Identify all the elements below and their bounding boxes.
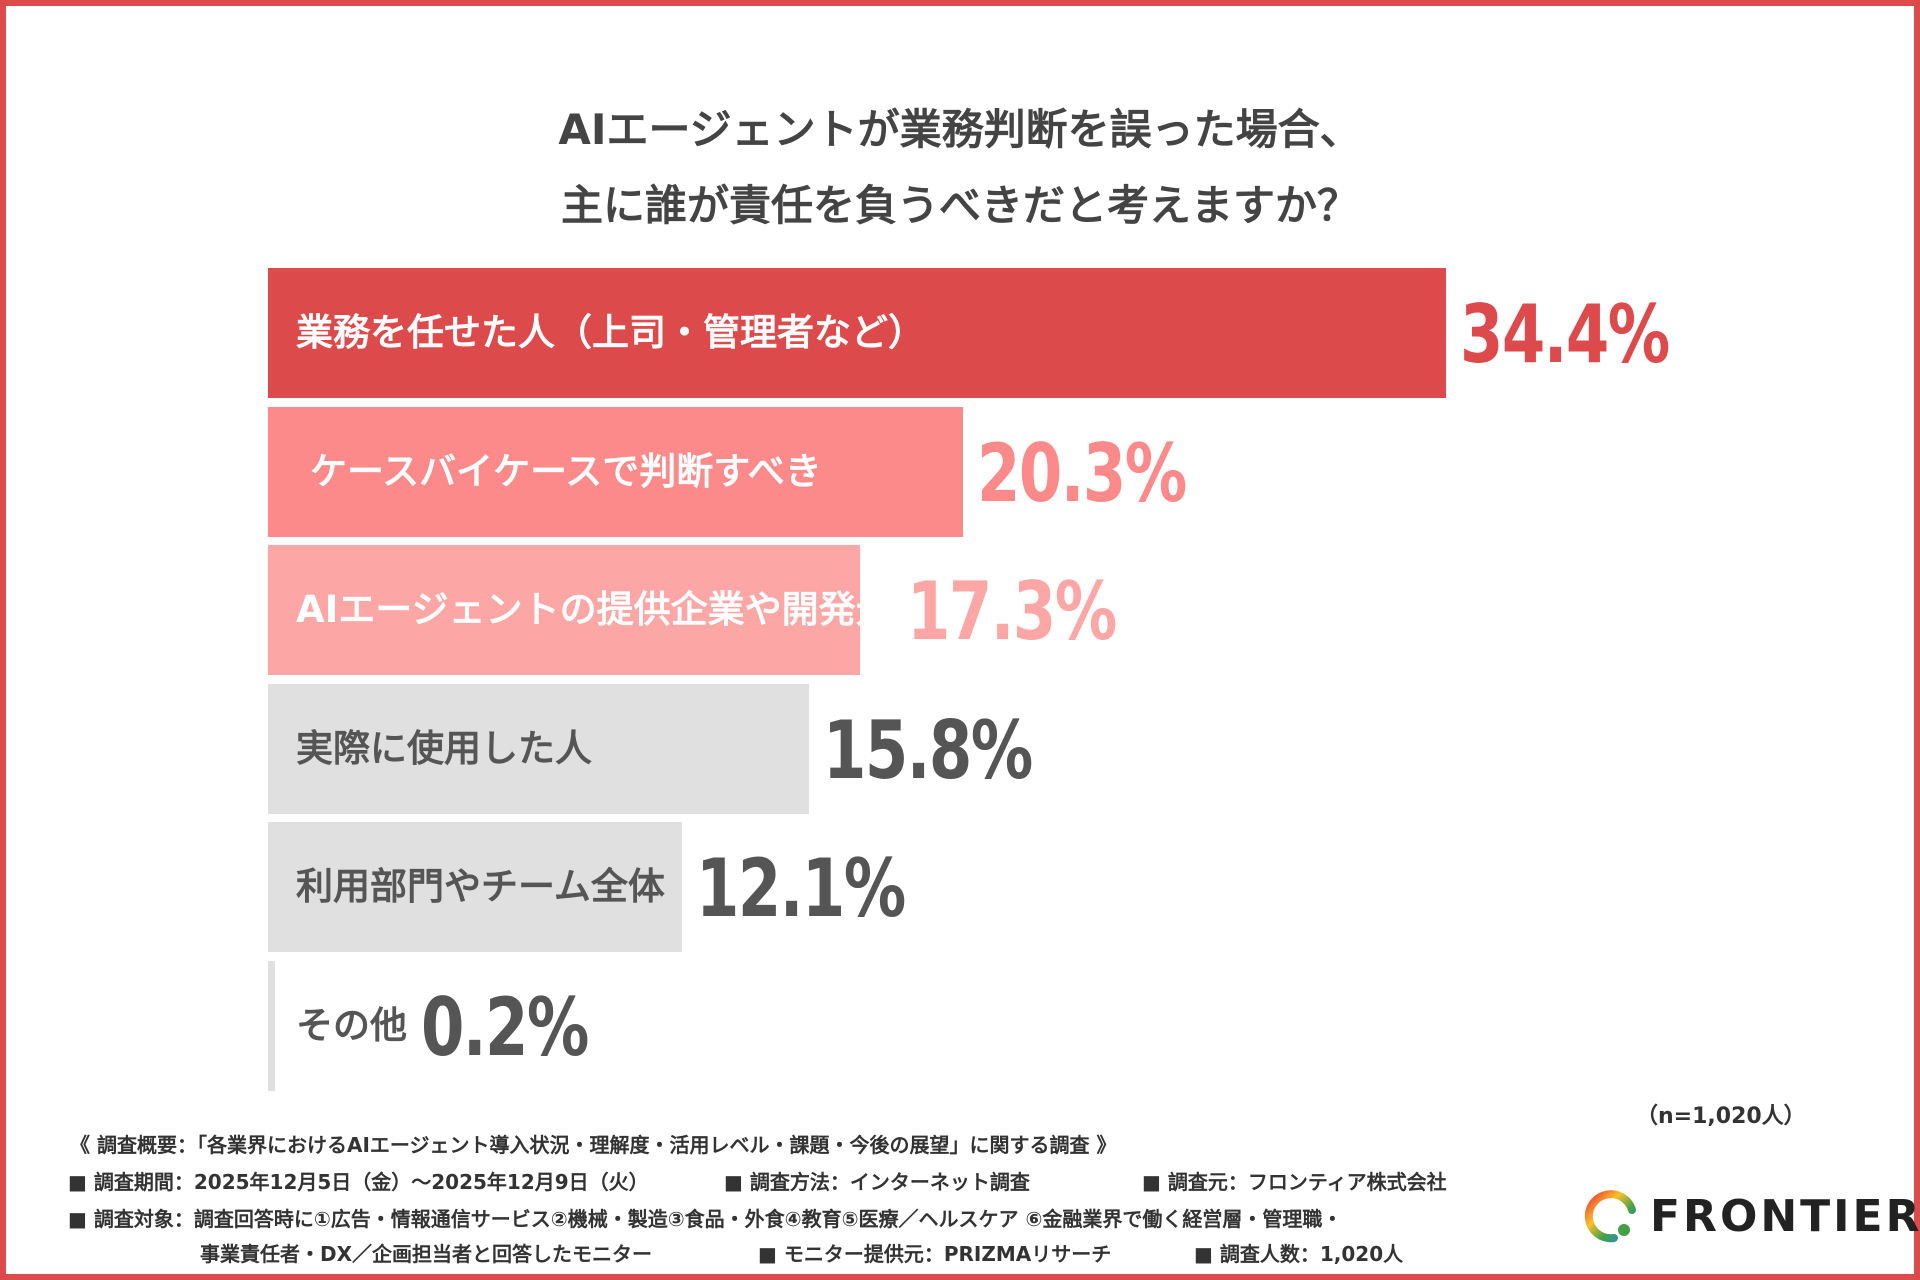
value-label: 12.1%	[696, 842, 906, 935]
survey-period: ■ 調査期間：2025年12月5日（金）～2025年12月9日（火）	[68, 1170, 649, 1194]
category-label: ケースバイケースで判断すべき	[310, 449, 822, 493]
category-label: 実際に使用した人	[296, 726, 592, 770]
survey-count: ■ 調査人数：1,020人	[1194, 1242, 1404, 1266]
bar-5	[268, 960, 275, 1091]
survey-target-2: 事業責任者・DX／企画担当者と回答したモニター	[200, 1242, 653, 1266]
frontier-logo: FRONTIER	[1584, 1188, 1920, 1244]
bar-0	[268, 268, 1446, 398]
value-label: 0.2%	[421, 980, 589, 1074]
survey-overview: 《 調査概要：「各業界におけるAIエージェント導入状況・理解度・活用レベル・課題…	[70, 1133, 1117, 1157]
chart-title-line-1: AIエージェントが業務判断を誤った場合、	[558, 105, 1362, 154]
value-label: 17.3%	[907, 565, 1117, 658]
value-label: 34.4%	[1460, 288, 1670, 381]
bar-2	[268, 545, 861, 675]
chart-title-line-2: 主に誰が責任を負うべきだと考えますか？	[560, 181, 1359, 230]
bar-3	[268, 683, 810, 814]
logo-text: FRONTIER	[1650, 1190, 1920, 1242]
bar-1	[268, 406, 964, 537]
bar-4	[268, 822, 683, 952]
survey-method: ■ 調査方法：インターネット調査	[724, 1170, 1030, 1194]
category-label: AIエージェントの提供企業や開発元	[296, 588, 893, 631]
logo-mark-icon	[1584, 1190, 1636, 1243]
survey-source: ■ 調査元：フロンティア株式会社	[1142, 1170, 1447, 1194]
monitor-provider: ■ モニター提供元：PRIZMAリサーチ	[758, 1242, 1112, 1266]
value-label: 20.3%	[977, 426, 1187, 520]
category-label: その他	[296, 1003, 407, 1047]
category-label: 利用部門やチーム全体	[296, 865, 665, 908]
sample-size-note: （n=1,020人）	[1636, 1104, 1806, 1129]
category-label: 業務を任せた人（上司・管理者など）	[296, 311, 925, 354]
value-label: 15.8%	[823, 703, 1033, 797]
survey-target-1: ■ 調査対象：調査回答時に①広告・情報通信サービス②機械・製造③食品・外食④教育…	[68, 1207, 1343, 1231]
